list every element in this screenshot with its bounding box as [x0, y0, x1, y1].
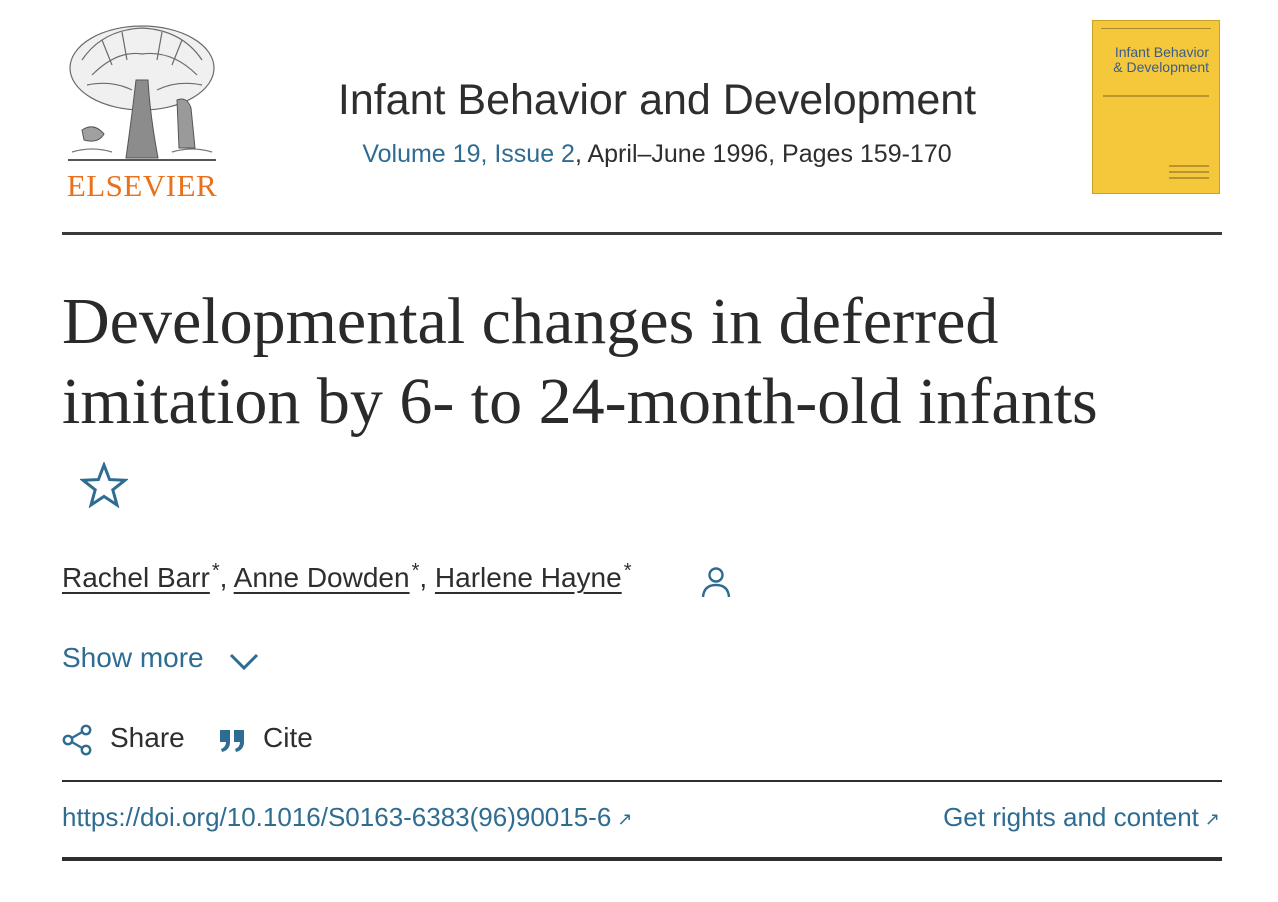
author-list: Rachel Barr *, Anne Dowden *, Harlene Hayn… [62, 560, 632, 594]
cite-button[interactable]: Cite [263, 722, 313, 753]
actions-divider [62, 780, 1222, 782]
rights-text: Get rights and content [943, 802, 1199, 832]
elsevier-logo[interactable]: ELSEVIER [62, 20, 222, 203]
show-more-button[interactable]: Show more [62, 642, 204, 673]
share-icon[interactable] [62, 724, 92, 756]
cover-title: Infant Behavior & Development [1113, 44, 1209, 75]
author-link[interactable]: Anne Dowden [233, 562, 410, 593]
author-marker: * [211, 560, 220, 582]
cover-footer-lines [1169, 161, 1209, 179]
journal-title[interactable]: Infant Behavior and Development [337, 76, 977, 124]
author-link[interactable]: Rachel Barr [62, 562, 210, 593]
elsevier-wordmark: ELSEVIER [66, 168, 218, 203]
external-link-icon: ↗ [617, 809, 633, 829]
cover-header-line [1101, 28, 1211, 32]
author-marker: * [411, 560, 420, 582]
author-separator: , [219, 562, 234, 593]
quote-icon[interactable] [218, 728, 246, 754]
header-divider [62, 232, 1222, 235]
rights-link[interactable]: Get rights and content ↗ [943, 802, 1220, 833]
chevron-down-icon[interactable] [228, 648, 260, 674]
doi-text: https://doi.org/10.1016/S0163-6383(96)90… [62, 802, 612, 832]
author-link[interactable]: Harlene Hayne [434, 562, 622, 593]
journal-issue-info: Volume 19, Issue 2, April–June 1996, Pag… [300, 140, 1014, 169]
doi-link[interactable]: https://doi.org/10.1016/S0163-6383(96)90… [62, 802, 632, 833]
cover-subtitle-line [1103, 95, 1209, 97]
elsevier-tree-icon [68, 25, 216, 161]
star-outline-icon[interactable] [80, 462, 128, 508]
journal-cover[interactable]: Infant Behavior & Development [1092, 20, 1220, 194]
author-separator: , [419, 562, 435, 593]
footer-divider [62, 857, 1222, 861]
person-icon[interactable] [700, 565, 732, 599]
issue-link[interactable]: Volume 19, Issue 2 [362, 140, 575, 168]
share-button[interactable]: Share [110, 722, 185, 753]
issue-details: , April–June 1996, Pages 159-170 [574, 140, 952, 168]
external-link-icon: ↗ [1204, 809, 1220, 829]
author-marker: * [623, 560, 632, 582]
article-title: Developmental changes in deferred imitat… [62, 285, 1098, 438]
